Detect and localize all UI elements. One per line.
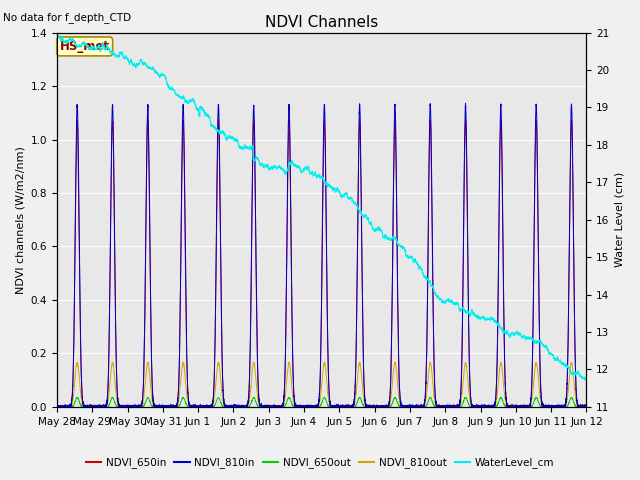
Title: NDVI Channels: NDVI Channels xyxy=(265,15,378,30)
Y-axis label: NDVI channels (W/m2/nm): NDVI channels (W/m2/nm) xyxy=(15,146,25,294)
Y-axis label: Water Level (cm): Water Level (cm) xyxy=(615,172,625,267)
Text: No data for f_depth_CTD: No data for f_depth_CTD xyxy=(3,12,131,23)
Text: HS_met: HS_met xyxy=(60,40,109,53)
Legend: NDVI_650in, NDVI_810in, NDVI_650out, NDVI_810out, WaterLevel_cm: NDVI_650in, NDVI_810in, NDVI_650out, NDV… xyxy=(82,453,558,472)
